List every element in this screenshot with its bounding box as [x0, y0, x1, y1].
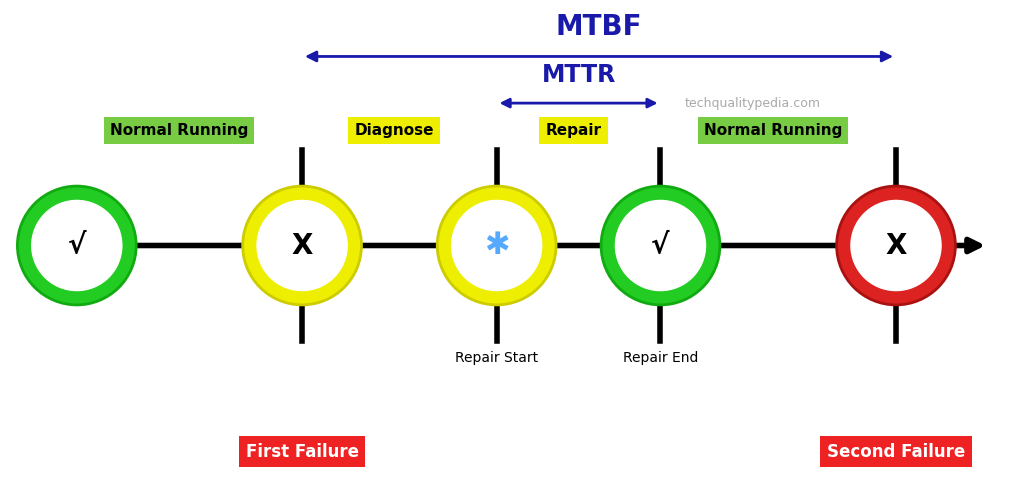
Ellipse shape — [243, 186, 361, 305]
Text: √: √ — [68, 231, 86, 260]
Ellipse shape — [615, 200, 706, 291]
Text: Repair Start: Repair Start — [455, 351, 539, 365]
Ellipse shape — [601, 186, 720, 305]
Text: Normal Running: Normal Running — [703, 123, 843, 137]
Ellipse shape — [17, 186, 136, 305]
Text: MTBF: MTBF — [556, 13, 642, 41]
Text: Repair: Repair — [546, 123, 601, 137]
Text: Repair End: Repair End — [623, 351, 698, 365]
Text: X: X — [886, 231, 906, 260]
Ellipse shape — [837, 186, 955, 305]
Text: ✱: ✱ — [484, 231, 509, 260]
Text: X: X — [292, 231, 312, 260]
Text: Second Failure: Second Failure — [826, 443, 966, 461]
Text: √: √ — [651, 231, 670, 260]
Text: First Failure: First Failure — [246, 443, 358, 461]
Ellipse shape — [452, 200, 542, 291]
Text: Diagnose: Diagnose — [354, 123, 434, 137]
Ellipse shape — [32, 200, 122, 291]
Text: MTTR: MTTR — [542, 63, 615, 86]
Text: techqualitypedia.com: techqualitypedia.com — [685, 97, 820, 109]
Ellipse shape — [851, 200, 941, 291]
Ellipse shape — [257, 200, 347, 291]
Ellipse shape — [437, 186, 556, 305]
Text: Normal Running: Normal Running — [110, 123, 249, 137]
